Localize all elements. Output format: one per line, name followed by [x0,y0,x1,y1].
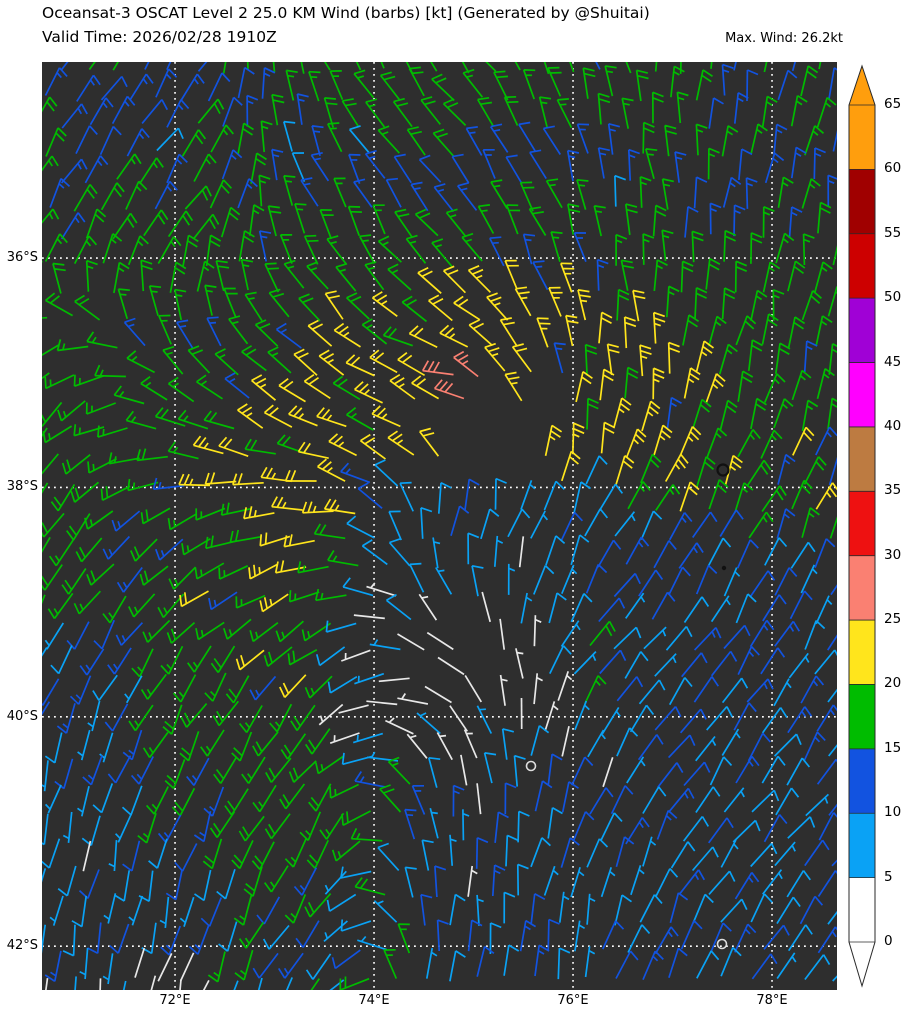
colorbar-tick-40: 40 [884,417,902,434]
colorbar-tick-50: 50 [884,289,902,306]
colorbar-tick-35: 35 [884,482,902,499]
xaxis-tick-72E: 72°E [159,993,191,1008]
chart-title: Oceansat-3 OSCAT Level 2 25.0 KM Wind (b… [42,4,650,22]
xaxis-tick-76E: 76°E [557,993,589,1008]
colorbar-tick-15: 15 [884,739,902,756]
colorbar-tick-5: 5 [884,868,893,885]
colorbar-tick-10: 10 [884,804,902,821]
colorbar-tick-55: 55 [884,224,902,241]
colorbar-tick-0: 0 [884,933,893,949]
colorbar-tick-45: 45 [884,353,902,370]
colorbar-tick-20: 20 [884,675,902,692]
colorbar [848,64,876,988]
yaxis-tick-38S: 38°S [6,479,38,495]
colorbar-tick-30: 30 [884,546,902,563]
calm-markers [525,463,730,950]
yaxis-tick-36S: 36°S [6,250,38,265]
xaxis-tick-74E: 74°E [358,993,390,1008]
xaxis-tick-78E: 78°E [756,993,788,1008]
colorbar-tick-25: 25 [884,611,902,628]
yaxis-tick-40S: 40°S [6,708,38,724]
max-wind-label: Max. Wind: 26.2kt [725,31,843,46]
colorbar-tick-60: 60 [884,160,902,177]
wind-barbs [42,62,837,990]
colorbar-tick-65: 65 [884,96,902,112]
yaxis-tick-42S: 42°S [6,938,38,954]
chart-valid-time: Valid Time: 2026/02/28 1910Z [42,28,277,46]
